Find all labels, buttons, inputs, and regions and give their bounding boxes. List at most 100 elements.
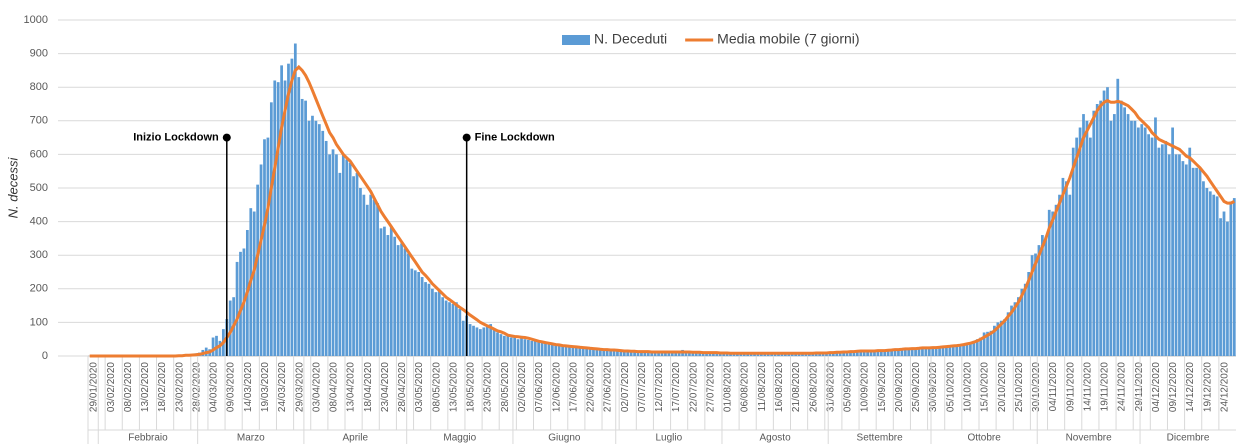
x-tick-label: 07/07/2020 xyxy=(637,362,648,412)
x-tick-label: 03/02/2020 xyxy=(106,362,117,412)
bar xyxy=(1106,87,1109,356)
bar xyxy=(437,290,441,356)
bar xyxy=(396,245,400,356)
x-tick-label: 13/04/2020 xyxy=(346,362,357,412)
bar xyxy=(855,350,859,356)
bar xyxy=(564,345,568,356)
y-tick-label: 900 xyxy=(30,48,48,60)
bar xyxy=(712,352,715,356)
bar xyxy=(616,350,619,356)
x-tick-label: 15/09/2020 xyxy=(877,362,888,412)
x-tick-label: 12/06/2020 xyxy=(551,362,562,412)
bar xyxy=(410,268,414,356)
bar xyxy=(1116,78,1120,357)
bar xyxy=(643,351,647,356)
bar xyxy=(869,351,873,356)
bar xyxy=(1208,191,1212,356)
bar xyxy=(934,347,938,356)
bar xyxy=(389,226,393,356)
month-label: Giugno xyxy=(548,433,581,444)
bar xyxy=(1232,198,1236,356)
x-tick-label: 14/03/2020 xyxy=(243,362,254,412)
bar xyxy=(873,351,876,356)
bar xyxy=(753,353,756,356)
bar xyxy=(605,349,609,356)
bar xyxy=(979,337,983,356)
bar xyxy=(859,349,863,356)
y-tick-label: 700 xyxy=(30,115,48,127)
bar xyxy=(653,351,657,356)
bar xyxy=(1133,120,1137,356)
bar xyxy=(578,347,582,356)
bar xyxy=(571,346,575,356)
bar xyxy=(509,337,513,356)
x-tick-label: 10/09/2020 xyxy=(860,362,871,412)
bar xyxy=(722,353,726,356)
bar xyxy=(619,350,623,356)
month-label: Luglio xyxy=(656,433,683,444)
y-tick-label: 100 xyxy=(30,316,48,328)
bar xyxy=(458,308,462,356)
x-tick-label: 01/08/2020 xyxy=(723,362,734,412)
bar xyxy=(941,346,945,356)
x-tick-label: 22/06/2020 xyxy=(586,362,597,412)
bar xyxy=(924,347,928,356)
bar xyxy=(1219,218,1222,356)
bar xyxy=(431,288,434,356)
bar xyxy=(307,120,311,356)
bar xyxy=(852,350,856,356)
x-tick-label: 24/03/2020 xyxy=(277,362,288,412)
bar xyxy=(544,343,547,356)
bar xyxy=(1003,319,1007,356)
annotation-label: Inizio Lockdown xyxy=(133,132,219,144)
bar xyxy=(499,334,503,356)
bar xyxy=(921,347,924,356)
bar xyxy=(893,349,897,356)
bar xyxy=(999,320,1003,356)
bar xyxy=(287,63,290,357)
bar xyxy=(506,334,510,356)
bar xyxy=(290,58,294,356)
x-tick-label: 18/05/2020 xyxy=(466,362,477,412)
month-label: Dicembre xyxy=(1167,433,1210,444)
bar xyxy=(660,351,664,356)
x-tick-label: 10/10/2020 xyxy=(962,362,973,412)
bar xyxy=(684,352,688,356)
x-tick-label: 02/07/2020 xyxy=(620,362,631,412)
bar xyxy=(211,337,215,356)
y-tick-label: 200 xyxy=(30,283,48,295)
x-tick-label: 14/12/2020 xyxy=(1185,362,1196,412)
bar xyxy=(705,352,708,356)
x-tick-label: 28/02/2020 xyxy=(191,362,202,412)
bar xyxy=(482,327,486,356)
month-label: Marzo xyxy=(237,433,265,444)
x-tick-label: 30/10/2020 xyxy=(1031,362,1042,412)
bar xyxy=(1078,127,1082,357)
bar xyxy=(1160,144,1164,356)
bar xyxy=(444,300,448,356)
bar xyxy=(574,346,578,356)
x-tick-label: 07/06/2020 xyxy=(534,362,545,412)
bar xyxy=(537,341,541,356)
bar xyxy=(1010,305,1013,356)
bar xyxy=(1126,114,1130,356)
bar xyxy=(1215,196,1219,356)
bar xyxy=(1099,100,1103,356)
bar xyxy=(547,343,551,356)
bar xyxy=(348,162,352,356)
bar xyxy=(701,352,705,356)
bar xyxy=(766,353,770,356)
bar xyxy=(938,347,941,356)
bar xyxy=(831,352,835,356)
bar xyxy=(688,352,691,356)
x-tick-label: 29/11/2020 xyxy=(1134,362,1145,412)
x-tick-label: 04/03/2020 xyxy=(209,362,220,412)
x-tick-label: 23/05/2020 xyxy=(483,362,494,412)
x-tick-label: 02/06/2020 xyxy=(517,362,528,412)
x-tick-label: 18/04/2020 xyxy=(363,362,374,412)
x-tick-label: 27/07/2020 xyxy=(705,362,716,412)
bar xyxy=(931,347,935,356)
bar xyxy=(694,352,698,356)
x-tick-label: 16/08/2020 xyxy=(774,362,785,412)
